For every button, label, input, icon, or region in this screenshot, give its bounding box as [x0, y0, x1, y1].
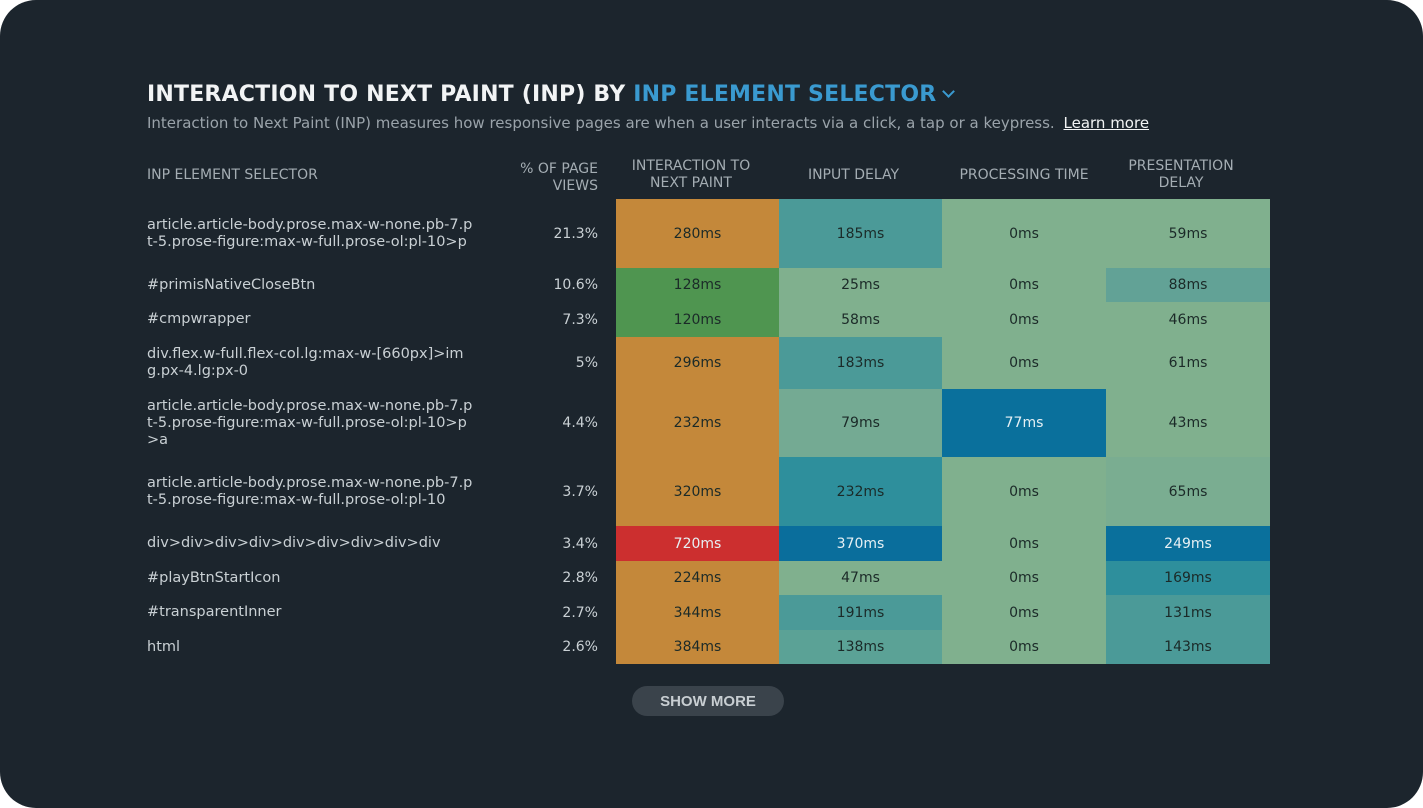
row-pct: 2.7% [562, 604, 598, 621]
heatmap-cell: 370ms [779, 526, 942, 561]
row-pct: 2.6% [562, 639, 598, 655]
heatmap-cell: 0ms [942, 199, 1106, 268]
row-selector: article.article-body.prose.max-w-none.pb… [147, 199, 477, 268]
heatmap-cell: 320ms [616, 457, 779, 526]
heatmap-cell: 138ms [779, 630, 942, 664]
header-selector[interactable]: INP ELEMENT SELECTOR [147, 167, 318, 183]
heatmap-cell: 0ms [942, 457, 1106, 526]
row-selector: div>div>div>div>div>div>div>div>div [147, 526, 477, 561]
header-processing-time[interactable]: PROCESSING TIME [959, 167, 1089, 183]
learn-more-link[interactable]: Learn more [1063, 114, 1150, 132]
heatmap-cell: 120ms [616, 302, 779, 337]
row-selector-text: #transparentInner [147, 604, 282, 620]
heatmap-cell: 58ms [779, 302, 942, 337]
heatmap-cell: 169ms [1106, 561, 1270, 595]
row-pct: 3.4% [562, 535, 598, 552]
row-selector-text: #primisNativeCloseBtn [147, 276, 316, 293]
heatmap-cell: 131ms [1106, 595, 1270, 630]
heatmap-cell: 59ms [1106, 199, 1270, 268]
row-pct: 2.8% [562, 570, 598, 586]
heatmap-cell: 79ms [779, 389, 942, 457]
row-selector: article.article-body.prose.max-w-none.pb… [147, 389, 477, 457]
header-presentation-delay[interactable]: PRESENTATION DELAY [1128, 158, 1234, 191]
heatmap-cell: 128ms [616, 268, 779, 302]
title-prefix: INTERACTION TO NEXT PAINT (INP) BY [147, 82, 626, 107]
header-pct[interactable]: % OF PAGE VIEWS [520, 161, 598, 194]
heatmap-cell: 143ms [1106, 630, 1270, 664]
heatmap-cell: 720ms [616, 526, 779, 561]
header-inp[interactable]: INTERACTION TO NEXT PAINT [631, 158, 751, 191]
heatmap-cell: 0ms [942, 302, 1106, 337]
row-selector: #playBtnStartIcon [147, 561, 477, 595]
row-pct: 21.3% [553, 225, 598, 242]
heatmap-cell: 191ms [779, 595, 942, 630]
heatmap-cell: 0ms [942, 561, 1106, 595]
heatmap-cell: 185ms [779, 199, 942, 268]
show-more-button[interactable]: SHOW MORE [632, 686, 784, 716]
heatmap-cell: 232ms [779, 457, 942, 526]
heatmap-cell: 224ms [616, 561, 779, 595]
row-selector-text: div>div>div>div>div>div>div>div>div [147, 535, 441, 551]
row-pct: 7.3% [562, 311, 598, 328]
dimension-label[interactable]: INP ELEMENT SELECTOR [633, 82, 937, 107]
row-pct: 4.4% [562, 415, 598, 431]
row-pct: 5% [575, 355, 598, 371]
row-selector: article.article-body.prose.max-w-none.pb… [147, 457, 477, 526]
chevron-down-icon[interactable] [942, 85, 956, 98]
row-selector-text: div.flex.w-full.flex-col.lg:max-w-[660px… [147, 346, 464, 379]
heatmap-cell: 232ms [616, 389, 779, 457]
row-selector: html [147, 630, 477, 664]
panel-subtitle: Interaction to Next Paint (INP) measures… [147, 114, 1149, 132]
header-input-delay[interactable]: INPUT DELAY [807, 167, 900, 183]
heatmap-cell: 384ms [616, 630, 779, 664]
row-selector-text: article.article-body.prose.max-w-none.pb… [147, 216, 473, 250]
subtitle-text: Interaction to Next Paint (INP) measures… [147, 114, 1055, 132]
row-selector: div.flex.w-full.flex-col.lg:max-w-[660px… [147, 337, 477, 389]
heatmap-cell: 0ms [942, 268, 1106, 302]
panel-title: INTERACTION TO NEXT PAINT (INP) BY INP E… [147, 82, 956, 107]
row-selector-text: html [147, 638, 181, 655]
heatmap-cell: 183ms [779, 337, 942, 389]
heatmap-cell: 0ms [942, 337, 1106, 389]
heatmap-cell: 249ms [1106, 526, 1270, 561]
heatmap-cell: 296ms [616, 337, 779, 389]
dimension-dropdown[interactable]: INP ELEMENT SELECTOR [633, 82, 956, 107]
row-pct: 3.7% [562, 483, 598, 500]
heatmap-cell: 77ms [942, 389, 1106, 457]
heatmap-cell: 88ms [1106, 268, 1270, 302]
heatmap-cell: 65ms [1106, 457, 1270, 526]
row-selector-text: #playBtnStartIcon [147, 569, 281, 586]
row-selector-text: article.article-body.prose.max-w-none.pb… [147, 397, 473, 448]
heatmap-cell: 0ms [942, 630, 1106, 664]
heatmap-cell: 344ms [616, 595, 779, 630]
row-selector-text: article.article-body.prose.max-w-none.pb… [147, 474, 473, 508]
row-selector: #transparentInner [147, 595, 477, 630]
row-selector-text: #cmpwrapper [147, 311, 251, 327]
heatmap-cell: 0ms [942, 595, 1106, 630]
heatmap-cell: 47ms [779, 561, 942, 595]
heatmap-cell: 61ms [1106, 337, 1270, 389]
heatmap-cell: 0ms [942, 526, 1106, 561]
row-selector: #primisNativeCloseBtn [147, 268, 477, 302]
row-pct: 10.6% [553, 277, 598, 293]
heatmap-cell: 43ms [1106, 389, 1270, 457]
row-selector: #cmpwrapper [147, 302, 477, 337]
heatmap-cell: 46ms [1106, 302, 1270, 337]
heatmap-cell: 25ms [779, 268, 942, 302]
heatmap-cell: 280ms [616, 199, 779, 268]
